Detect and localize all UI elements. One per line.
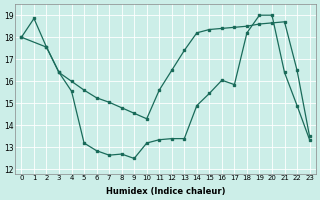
X-axis label: Humidex (Indice chaleur): Humidex (Indice chaleur)	[106, 187, 225, 196]
